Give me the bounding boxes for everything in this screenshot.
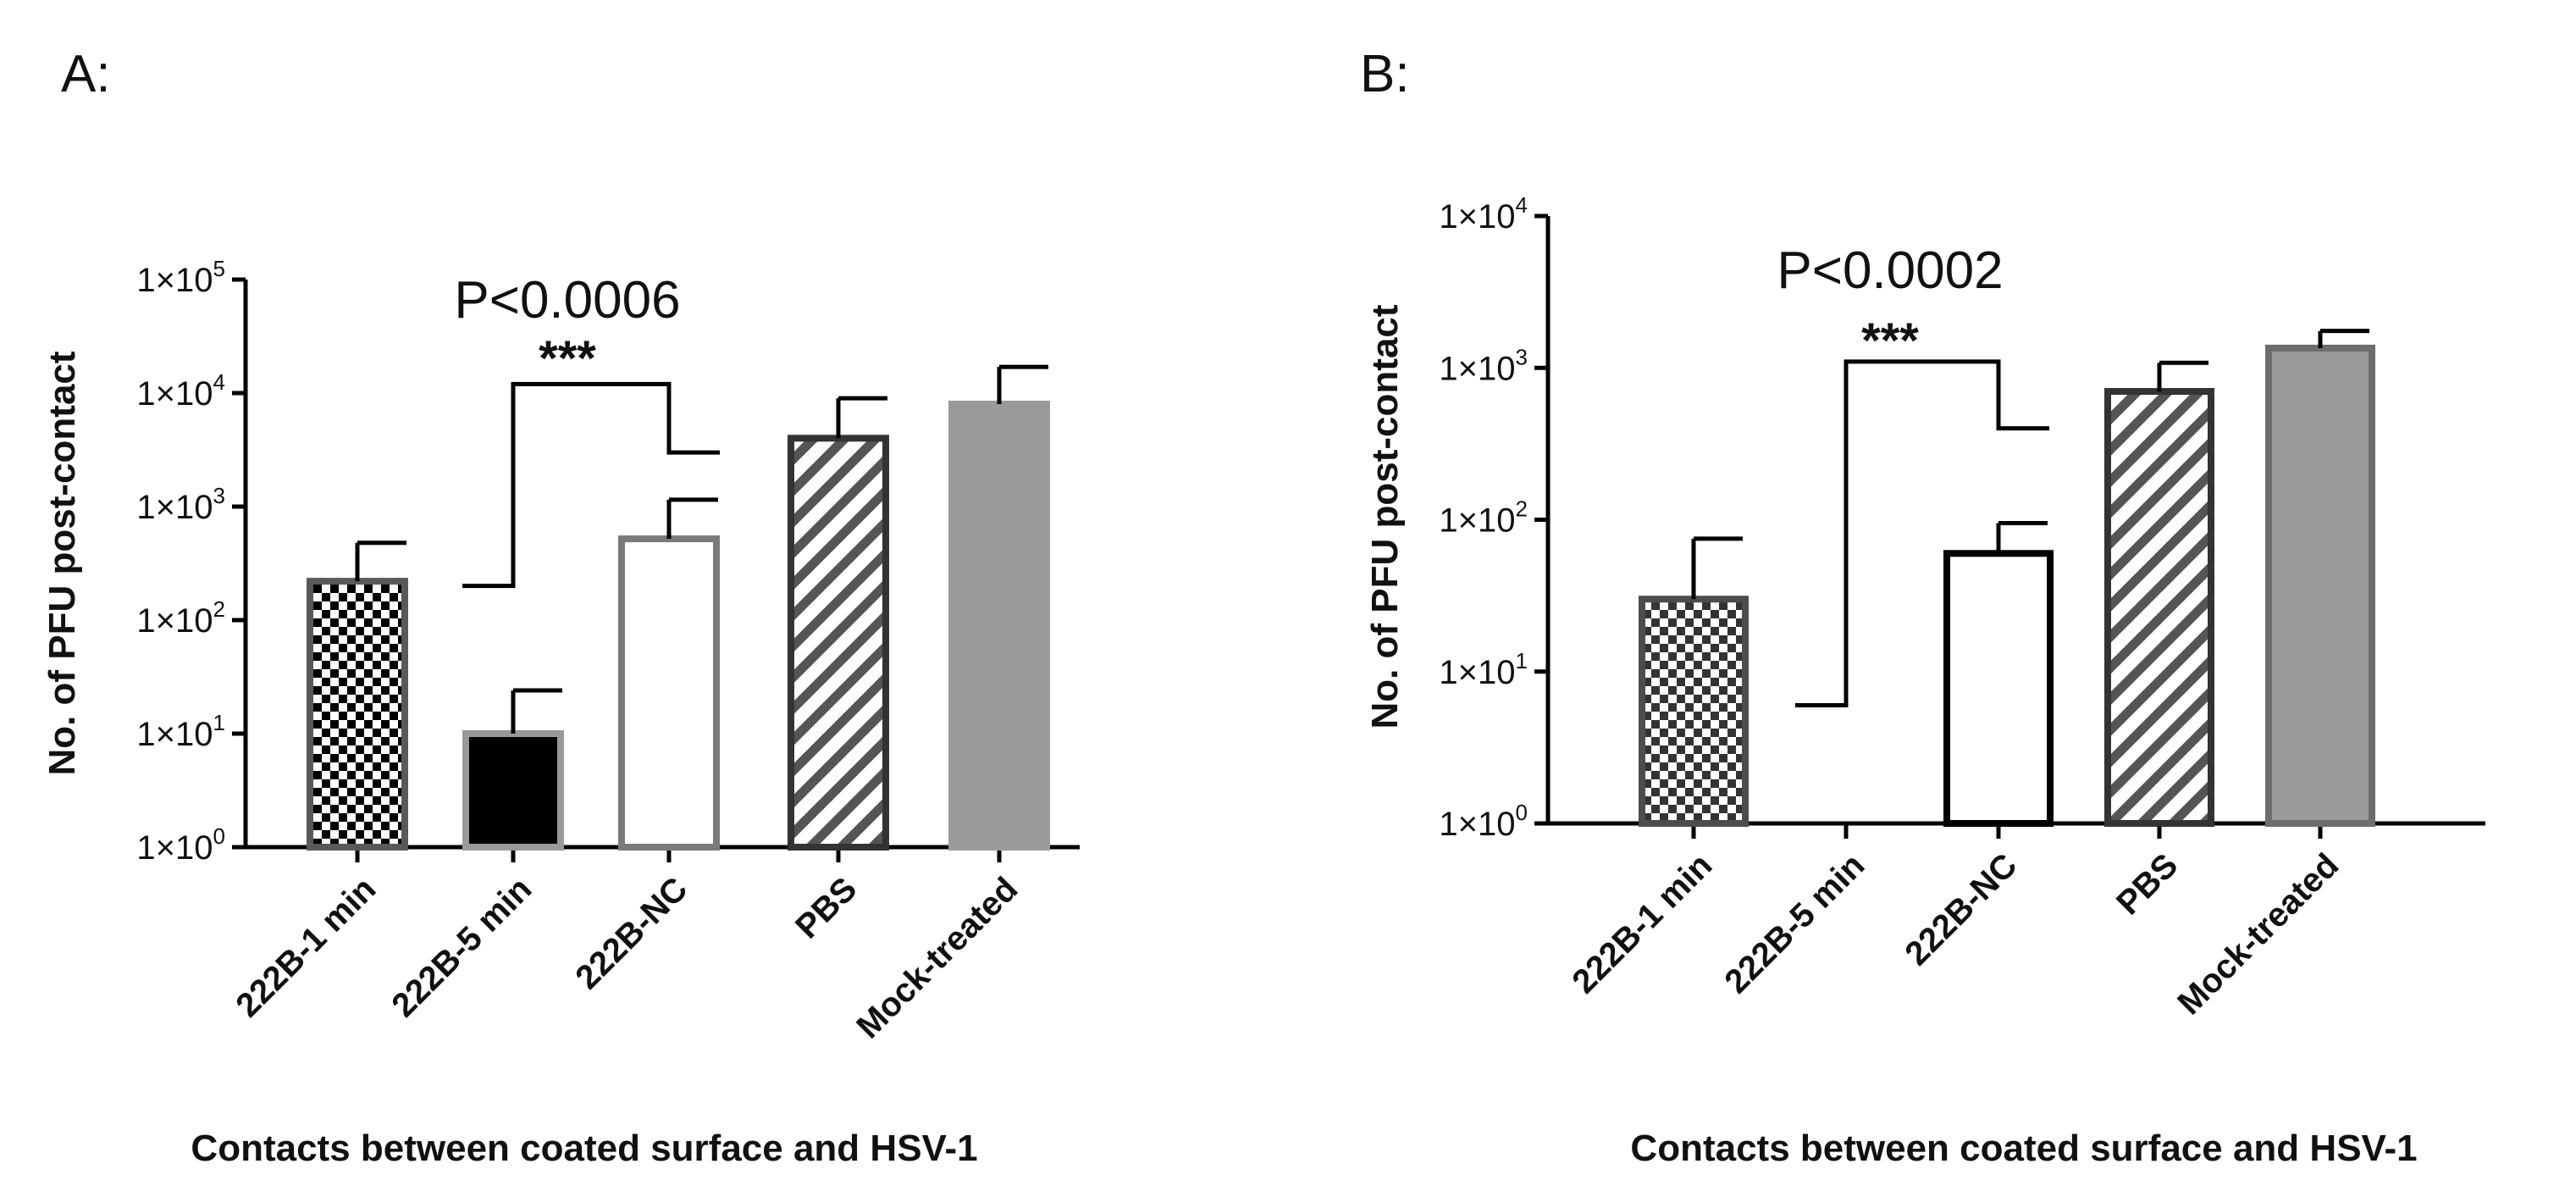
x-tick-label: Mock-treated (849, 870, 1025, 1045)
y-axis-title: No. of PFU post-contact (1364, 304, 1406, 729)
chart-panel-a: A: 1×100 1×101 1×102 1×103 1×104 1×105 222B-1 m… (41, 45, 1080, 1169)
panel-label: B: (1360, 45, 1410, 103)
x-tick-label: PBS (788, 870, 864, 945)
x-tick-label: 222B-NC (1898, 846, 2024, 973)
bar (462, 730, 564, 851)
y-tick-label: 1×102 (136, 596, 225, 640)
y-tick-label: 1×104 (1439, 192, 1528, 236)
bar (2265, 344, 2375, 827)
y-tick-label: 1×100 (136, 823, 225, 867)
x-tick-label: 222B-NC (568, 870, 694, 996)
x-axis-title: Contacts between coated surface and HSV-… (1630, 1128, 2417, 1169)
y-tick-label: 1×101 (1439, 648, 1528, 691)
bar (618, 535, 720, 851)
panel-label: A: (61, 45, 111, 103)
x-tick-label: 222B-5 min (1717, 846, 1871, 1000)
bar (948, 400, 1050, 851)
significance-stars: *** (539, 331, 596, 386)
y-axis-title: No. of PFU post-contact (41, 351, 83, 775)
y-tick-label: 1×104 (136, 369, 225, 413)
bar (1943, 550, 2054, 828)
p-value-label: P<0.0006 (454, 271, 680, 330)
y-tick-label: 1×101 (136, 710, 225, 753)
p-value-label: P<0.0002 (1777, 241, 2003, 300)
y-tick-label: 1×102 (1439, 496, 1528, 540)
x-tick-label: Mock-treated (2170, 846, 2346, 1022)
y-tick-label: 1×100 (1439, 800, 1528, 843)
y-tick-label: 1×105 (136, 256, 225, 299)
x-tick-label: 222B-1 min (1565, 846, 1719, 1000)
significance-bracket (462, 381, 720, 589)
bar (307, 578, 408, 851)
y-tick-label: 1×103 (136, 483, 225, 526)
x-tick-label: PBS (2109, 846, 2185, 922)
bar (788, 435, 889, 851)
significance-stars: *** (1861, 313, 1919, 369)
significance-bracket (1795, 359, 2049, 708)
x-tick-label: 222B-5 min (384, 870, 539, 1024)
bar (2104, 388, 2214, 827)
x-axis-title: Contacts between coated surface and HSV-… (191, 1128, 977, 1169)
y-tick-label: 1×103 (1439, 344, 1528, 387)
x-tick-label: 222B-1 min (229, 870, 383, 1024)
bar (1639, 596, 1749, 827)
